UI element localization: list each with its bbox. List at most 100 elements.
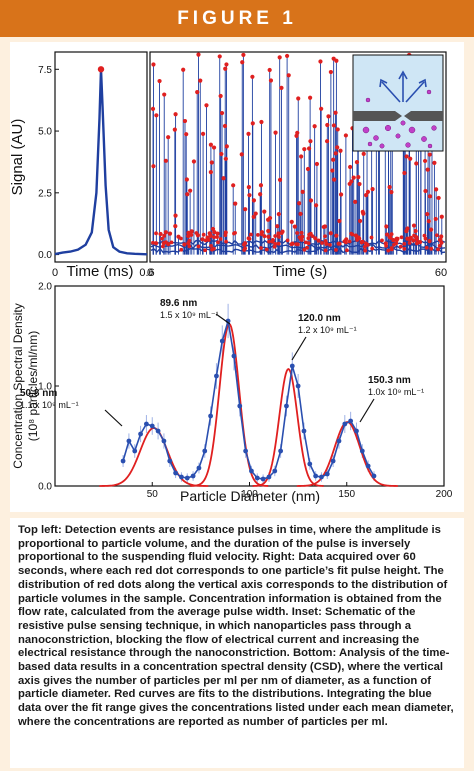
- pulse-dot: [434, 187, 439, 192]
- flow-arrows: [379, 70, 427, 103]
- pulse-dot: [324, 139, 330, 144]
- data-point: [155, 428, 161, 434]
- pulse-dot: [328, 231, 333, 236]
- pulse-dot: [154, 113, 159, 118]
- pulse-dot: [328, 242, 332, 247]
- pulse-dot: [319, 106, 324, 111]
- pulse-dot: [208, 142, 214, 147]
- pulse-dot: [217, 54, 222, 59]
- pulse-dot: [160, 236, 164, 241]
- pulse-dot: [162, 92, 167, 97]
- pulse-dot: [314, 161, 320, 167]
- data-point: [371, 473, 377, 479]
- pulse-dot: [248, 232, 253, 237]
- pulse-dot: [243, 246, 248, 251]
- x-axis-label-bottom: Particle Diameter (nm): [180, 488, 320, 504]
- pulse-dot: [221, 176, 226, 181]
- pulse-dot: [321, 224, 326, 230]
- data-point: [284, 403, 289, 409]
- data-point: [173, 470, 178, 476]
- pulse-dot: [201, 232, 206, 237]
- pulse-dot: [231, 183, 236, 188]
- pulse-dot: [241, 52, 246, 58]
- pulse-dot: [246, 236, 251, 241]
- caption-text: Top left: Detection events are resistanc…: [18, 524, 454, 728]
- pulse-dot: [277, 55, 282, 60]
- pulse-dot: [433, 216, 438, 222]
- pulse-dot: [173, 213, 178, 218]
- x-tick-top-right-1: 60: [435, 267, 447, 279]
- data-point: [330, 458, 336, 464]
- chart-top-right: 0 60 Time (s): [147, 51, 447, 280]
- pulse-dot: [167, 231, 173, 236]
- pulse-dot: [208, 170, 213, 175]
- pulse-dot: [399, 235, 404, 240]
- constriction-left: [353, 111, 402, 121]
- pulse-dot: [203, 238, 208, 243]
- pulse-dot: [357, 218, 363, 224]
- annotation-conc-1: 1.1 x 10⁹ mL⁻¹: [20, 400, 79, 410]
- pulse-dot: [432, 160, 437, 165]
- pulse-dot: [422, 233, 427, 238]
- pulse-dot: [268, 78, 274, 83]
- x-tick-top-right-0: 0: [147, 267, 153, 279]
- pulse-dot: [384, 224, 389, 229]
- pulse-dot: [153, 241, 159, 246]
- data-point: [307, 461, 313, 467]
- pulse-dot: [233, 231, 237, 235]
- y-axis-label-bottom: Concentration Spectral Density: [11, 303, 25, 468]
- pulse-dot: [239, 152, 244, 157]
- y-ticks-bottom: 0.0 1.0 2.0: [38, 282, 59, 493]
- y-axis-label-bottom-units: (10⁸ particles/ml/nm): [26, 331, 40, 441]
- pulse-dot: [258, 183, 264, 188]
- data-point: [301, 428, 307, 434]
- pulse-dot: [408, 156, 413, 161]
- pulse-dot: [294, 242, 299, 247]
- pulse-dot: [247, 193, 252, 198]
- data-point: [202, 448, 208, 454]
- pulse-dot: [297, 201, 302, 206]
- pulse-dot: [253, 211, 258, 216]
- x-ticks-bottom: 50 100 150 200: [54, 482, 453, 500]
- pulse-dot: [289, 242, 294, 247]
- annotation-leader-4: [359, 398, 375, 423]
- pulse-dot: [212, 235, 216, 240]
- pulse-dot: [330, 168, 335, 173]
- pulse-dot: [209, 160, 214, 165]
- constriction-right: [404, 111, 443, 121]
- pulse-dot: [423, 236, 428, 241]
- pulse-dot: [402, 170, 407, 176]
- data-point: [126, 438, 132, 444]
- pulse-dot: [360, 209, 365, 214]
- figure-caption: Top left: Detection events are resistanc…: [10, 518, 464, 768]
- pulse-dot: [332, 177, 337, 182]
- inset-schematic: [352, 54, 444, 152]
- data-point: [254, 475, 260, 481]
- pulse-dot: [369, 235, 374, 240]
- pulse-dot: [347, 239, 352, 244]
- pulse-dot: [276, 212, 281, 217]
- data-point: [219, 338, 225, 344]
- pulse-dot: [427, 152, 432, 157]
- pulse-dot: [233, 201, 238, 206]
- pulse-dot: [250, 74, 255, 79]
- x-tick-top-left-0: 0: [52, 267, 58, 279]
- pulse-dot: [182, 118, 188, 124]
- pulse-dot: [362, 244, 367, 249]
- pulse-dot: [423, 188, 428, 194]
- pulse-dot: [333, 110, 338, 115]
- pulse-dot: [209, 244, 213, 248]
- pulse-dot: [308, 139, 313, 144]
- pulse-dot: [158, 231, 163, 237]
- pulse-dot: [415, 240, 420, 245]
- pulse-dot: [436, 195, 441, 201]
- pulse-dot: [436, 247, 440, 252]
- pulse-dot: [292, 224, 297, 229]
- pulse-dot: [266, 228, 271, 234]
- pulse-dot: [337, 241, 342, 246]
- pulse-dot: [333, 151, 338, 156]
- pulse-dot: [172, 127, 177, 132]
- data-point: [179, 474, 184, 480]
- pulse-dot: [188, 188, 193, 193]
- pulse-dot: [189, 229, 194, 234]
